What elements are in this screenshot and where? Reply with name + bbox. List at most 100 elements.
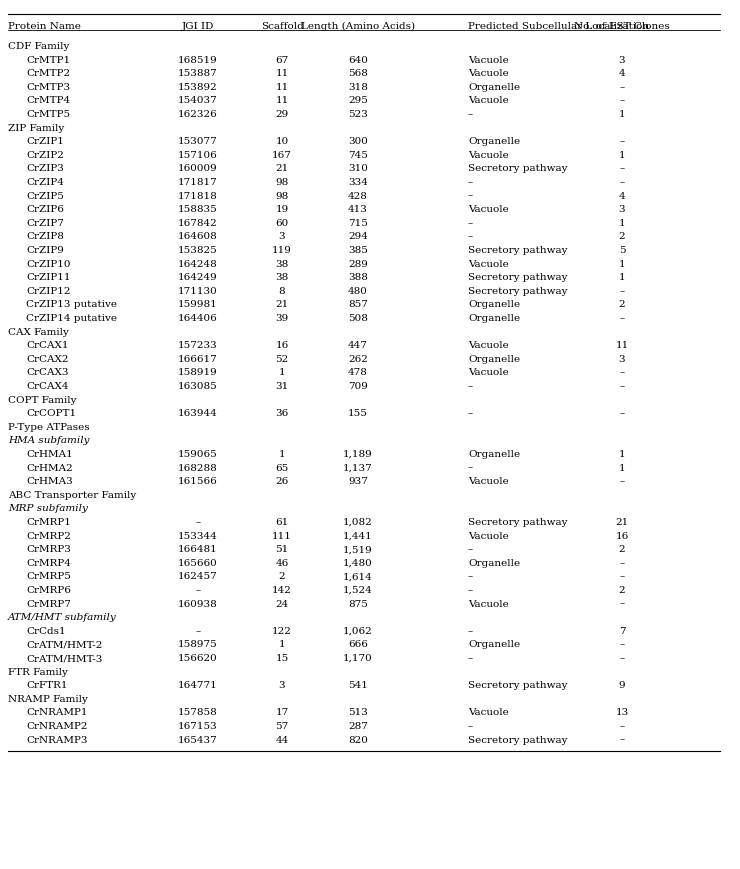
Text: 157106: 157106 bbox=[178, 151, 218, 160]
Text: –: – bbox=[619, 164, 625, 174]
Text: 157233: 157233 bbox=[178, 342, 218, 350]
Text: 295: 295 bbox=[348, 96, 368, 105]
Text: 2: 2 bbox=[619, 586, 625, 595]
Text: 640: 640 bbox=[348, 56, 368, 64]
Text: 19: 19 bbox=[275, 205, 289, 214]
Text: CrMRP4: CrMRP4 bbox=[26, 559, 71, 567]
Text: 21: 21 bbox=[616, 518, 628, 527]
Text: CrATM/HMT-3: CrATM/HMT-3 bbox=[26, 654, 102, 663]
Text: 310: 310 bbox=[348, 164, 368, 174]
Text: 168519: 168519 bbox=[178, 56, 218, 64]
Text: CrZIP1: CrZIP1 bbox=[26, 137, 64, 146]
Text: CrZIP3: CrZIP3 bbox=[26, 164, 64, 174]
Text: CrHMA1: CrHMA1 bbox=[26, 450, 73, 459]
Text: –: – bbox=[468, 110, 474, 119]
Text: 1,441: 1,441 bbox=[343, 532, 373, 541]
Text: –: – bbox=[619, 559, 625, 567]
Text: 167842: 167842 bbox=[178, 219, 218, 228]
Text: HMA subfamily: HMA subfamily bbox=[8, 436, 90, 446]
Text: Organelle: Organelle bbox=[468, 640, 520, 649]
Text: Organelle: Organelle bbox=[468, 559, 520, 567]
Text: 171817: 171817 bbox=[178, 178, 218, 187]
Text: 165437: 165437 bbox=[178, 735, 218, 745]
Text: 568: 568 bbox=[348, 70, 368, 78]
Text: COPT Family: COPT Family bbox=[8, 395, 76, 405]
Text: 2: 2 bbox=[619, 545, 625, 554]
Text: 163944: 163944 bbox=[178, 409, 218, 418]
Text: –: – bbox=[619, 409, 625, 418]
Text: 15: 15 bbox=[275, 654, 289, 663]
Text: 508: 508 bbox=[348, 314, 368, 323]
Text: 65: 65 bbox=[275, 463, 289, 473]
Text: 57: 57 bbox=[275, 722, 289, 731]
Text: CrMRP2: CrMRP2 bbox=[26, 532, 71, 541]
Text: Vacuole: Vacuole bbox=[468, 260, 509, 269]
Text: 385: 385 bbox=[348, 246, 368, 255]
Text: 166481: 166481 bbox=[178, 545, 218, 554]
Text: 7: 7 bbox=[619, 627, 625, 636]
Text: 1: 1 bbox=[619, 463, 625, 473]
Text: No. of EST Clones: No. of EST Clones bbox=[574, 22, 670, 31]
Text: 3: 3 bbox=[619, 56, 625, 64]
Text: 29: 29 bbox=[275, 110, 289, 119]
Text: –: – bbox=[468, 573, 474, 581]
Text: CrZIP8: CrZIP8 bbox=[26, 232, 64, 242]
Text: ATM/HMT subfamily: ATM/HMT subfamily bbox=[8, 614, 117, 622]
Text: 98: 98 bbox=[275, 191, 289, 201]
Text: 2: 2 bbox=[619, 232, 625, 242]
Text: 24: 24 bbox=[275, 600, 289, 608]
Text: 44: 44 bbox=[275, 735, 289, 745]
Text: 160938: 160938 bbox=[178, 600, 218, 608]
Text: CrMRP1: CrMRP1 bbox=[26, 518, 71, 527]
Text: 3: 3 bbox=[279, 232, 286, 242]
Text: 163085: 163085 bbox=[178, 382, 218, 391]
Text: –: – bbox=[468, 463, 474, 473]
Text: CrZIP6: CrZIP6 bbox=[26, 205, 64, 214]
Text: 388: 388 bbox=[348, 273, 368, 282]
Text: 153892: 153892 bbox=[178, 83, 218, 92]
Text: CrZIP11: CrZIP11 bbox=[26, 273, 70, 282]
Text: 158835: 158835 bbox=[178, 205, 218, 214]
Text: 3: 3 bbox=[279, 681, 286, 690]
Text: 300: 300 bbox=[348, 137, 368, 146]
Text: –: – bbox=[619, 368, 625, 377]
Text: 17: 17 bbox=[275, 708, 289, 718]
Text: 160009: 160009 bbox=[178, 164, 218, 174]
Text: 1,614: 1,614 bbox=[343, 573, 373, 581]
Text: Vacuole: Vacuole bbox=[468, 477, 509, 486]
Text: Length (Amino Acids): Length (Amino Acids) bbox=[301, 22, 415, 31]
Text: –: – bbox=[468, 545, 474, 554]
Text: 2: 2 bbox=[619, 301, 625, 309]
Text: CrMRP5: CrMRP5 bbox=[26, 573, 71, 581]
Text: –: – bbox=[468, 586, 474, 595]
Text: –: – bbox=[468, 654, 474, 663]
Text: –: – bbox=[468, 382, 474, 391]
Text: 875: 875 bbox=[348, 600, 368, 608]
Text: –: – bbox=[468, 178, 474, 187]
Text: –: – bbox=[619, 137, 625, 146]
Text: Vacuole: Vacuole bbox=[468, 96, 509, 105]
Text: 1: 1 bbox=[619, 110, 625, 119]
Text: 168288: 168288 bbox=[178, 463, 218, 473]
Text: 164249: 164249 bbox=[178, 273, 218, 282]
Text: –: – bbox=[195, 627, 201, 636]
Text: 36: 36 bbox=[275, 409, 289, 418]
Text: –: – bbox=[619, 83, 625, 92]
Text: 523: 523 bbox=[348, 110, 368, 119]
Text: 541: 541 bbox=[348, 681, 368, 690]
Text: Vacuole: Vacuole bbox=[468, 600, 509, 608]
Text: P-Type ATPases: P-Type ATPases bbox=[8, 423, 90, 432]
Text: 46: 46 bbox=[275, 559, 289, 567]
Text: 287: 287 bbox=[348, 722, 368, 731]
Text: 142: 142 bbox=[272, 586, 292, 595]
Text: 1,480: 1,480 bbox=[343, 559, 373, 567]
Text: CrATM/HMT-2: CrATM/HMT-2 bbox=[26, 640, 102, 649]
Text: 155: 155 bbox=[348, 409, 368, 418]
Text: 1,170: 1,170 bbox=[343, 654, 373, 663]
Text: 16: 16 bbox=[275, 342, 289, 350]
Text: 111: 111 bbox=[272, 532, 292, 541]
Text: 1: 1 bbox=[279, 640, 286, 649]
Text: 413: 413 bbox=[348, 205, 368, 214]
Text: 820: 820 bbox=[348, 735, 368, 745]
Text: 60: 60 bbox=[275, 219, 289, 228]
